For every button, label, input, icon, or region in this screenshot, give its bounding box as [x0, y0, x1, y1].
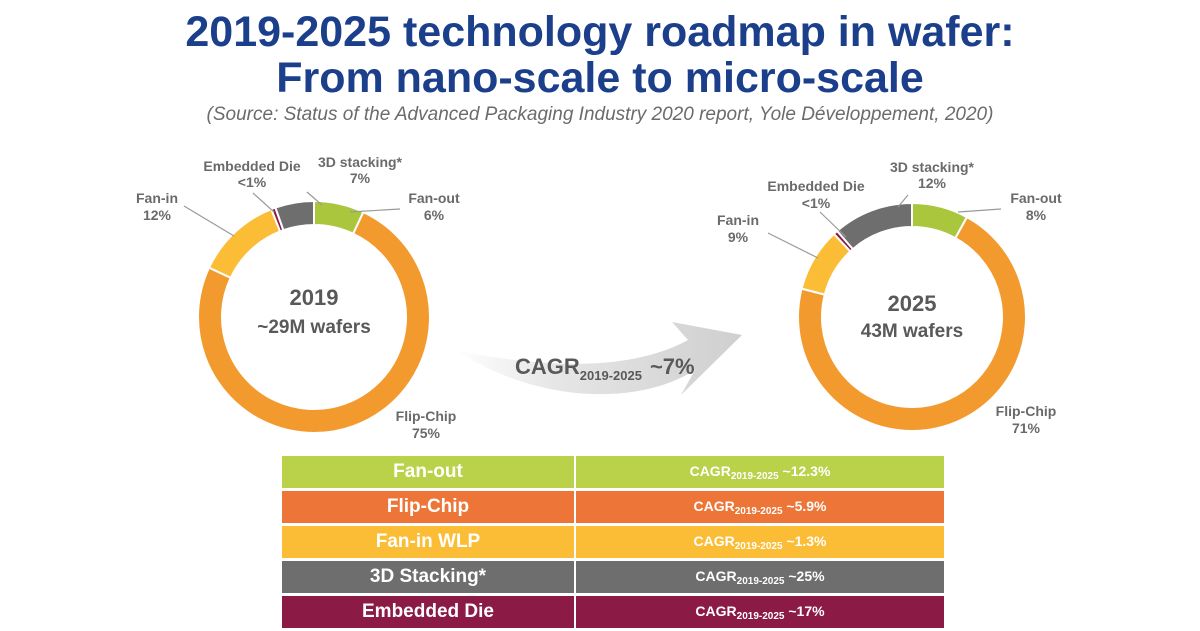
segment-name-cell: Embedded Die [282, 594, 576, 631]
leader-lines-2019 [183, 191, 401, 237]
title-line-2: From nano-scale to micro-scale [276, 54, 924, 102]
value-fan-out-2025: 8% [1026, 207, 1047, 223]
arrow-cagr-label: CAGR2019-2025 ~7% [515, 354, 695, 383]
cagr-value-cell: CAGR2019-2025 ~12.3% [575, 456, 944, 491]
table-row: Fan-out CAGR2019-2025 ~12.3% [282, 456, 944, 491]
label-fan-out-2025: Fan-out [1010, 190, 1062, 206]
cagr-prefix: CAGR [693, 532, 735, 549]
label-fan-in-2025: Fan-in [717, 212, 759, 228]
value-embedded-die-2019: <1% [238, 174, 267, 190]
table-row: Flip-Chip CAGR2019-2025 ~5.9% [282, 489, 944, 526]
value-3d-stacking-2025: 12% [918, 175, 947, 191]
growth-arrow [455, 322, 742, 395]
cagr-prefix: CAGR [695, 567, 737, 584]
donut-2025-year: 2025 [888, 291, 937, 316]
label-fan-in-2019: Fan-in [136, 190, 178, 206]
donut-slice-3d-stacking-grey [274, 199, 315, 232]
cagr-prefix: CAGR [689, 462, 731, 479]
donut-slice-fan-in [207, 207, 282, 280]
cagr-table: Fan-out CAGR2019-2025 ~12.3% Flip-Chip CAGR… [282, 456, 944, 631]
value-fan-out-2019: 6% [424, 207, 445, 223]
donut-2025-total: 43M wafers [861, 321, 963, 342]
label-embedded-die-2025: Embedded Die [767, 178, 864, 194]
donut-slice-flip-chip [797, 215, 1027, 432]
value-flip-chip-2019: 75% [412, 425, 441, 441]
donut-slice-flip-chip [197, 210, 431, 434]
cagr-sub: 2019-2025 [730, 470, 779, 482]
donut-2025 [797, 201, 1027, 432]
cagr-value: ~12.3% [778, 462, 831, 479]
value-flip-chip-2025: 71% [1012, 420, 1041, 436]
labels-2025: 3D stacking* 12% Embedded Die <1% Fan-in… [717, 159, 1062, 436]
segment-name-cell: Flip-Chip [282, 489, 576, 526]
title-line-1: 2019-2025 technology roadmap in wafer: [185, 8, 1015, 56]
label-embedded-die-2019: Embedded Die [203, 158, 300, 174]
cagr-prefix: CAGR [693, 497, 735, 514]
cagr-value: ~5.9% [782, 497, 827, 514]
label-3d-stacking-2025: 3D stacking* [890, 159, 975, 175]
leader-line [819, 211, 847, 238]
cagr-value: ~25% [784, 567, 825, 584]
cagr-value-cell: CAGR2019-2025 ~25% [575, 559, 944, 596]
cagr-value-cell: CAGR2019-2025 ~5.9% [575, 489, 944, 526]
labels-2019: 3D stacking* 7% Embedded Die <1% Fan-in … [136, 154, 460, 441]
source-note: (Source: Status of the Advanced Packagin… [206, 104, 994, 125]
cagr-value: ~17% [784, 602, 825, 619]
cagr-sub: 2019-2025 [734, 540, 783, 552]
cagr-sub: 2019-2025 [734, 505, 783, 517]
leader-line [349, 208, 401, 213]
donut-slice-3d-stacking [835, 201, 913, 251]
leader-line [897, 194, 909, 208]
value-3d-stacking-2019: 7% [350, 170, 371, 186]
donut-2019-total: ~29M wafers [257, 317, 371, 338]
leader-line [183, 205, 235, 237]
cagr-value-cell: CAGR2019-2025 ~1.3% [575, 524, 944, 561]
label-flip-chip-2019: Flip-Chip [396, 408, 457, 424]
segment-name-cell: Fan-in WLP [282, 524, 576, 561]
table-row: Fan-in WLP CAGR2019-2025 ~1.3% [282, 524, 944, 561]
cagr-value-cell: CAGR2019-2025 ~17% [575, 594, 944, 631]
label-fan-out-2019: Fan-out [408, 190, 460, 206]
value-fan-in-2025: 9% [728, 229, 749, 245]
leader-line [252, 192, 275, 213]
cagr-prefix: CAGR [695, 602, 737, 619]
cagr-sub: 2019-2025 [736, 610, 785, 622]
label-3d-stacking-2019: 3D stacking* [318, 154, 403, 170]
leader-line [767, 232, 819, 259]
cagr-sub: 2019-2025 [736, 575, 785, 587]
table-row: Embedded Die CAGR2019-2025 ~17% [282, 594, 944, 631]
value-embedded-die-2025: <1% [802, 195, 831, 211]
cagr-value: ~1.3% [782, 532, 827, 549]
label-flip-chip-2025: Flip-Chip [996, 403, 1057, 419]
value-fan-in-2019: 12% [143, 207, 172, 223]
donut-2019-year: 2019 [290, 285, 339, 310]
segment-name-cell: 3D Stacking* [282, 559, 576, 596]
donut-2019 [197, 199, 431, 434]
leader-line [957, 208, 1002, 213]
leader-line [306, 191, 323, 206]
leader-lines-2025 [767, 194, 1002, 259]
table-row: 3D Stacking* CAGR2019-2025 ~25% [282, 559, 944, 596]
segment-name-cell: Fan-out [282, 456, 576, 491]
